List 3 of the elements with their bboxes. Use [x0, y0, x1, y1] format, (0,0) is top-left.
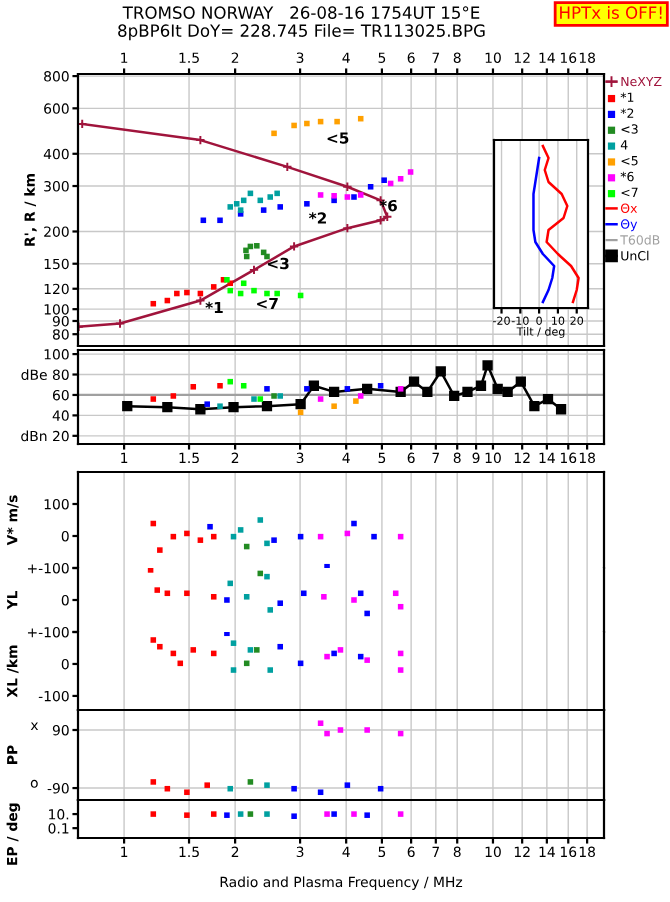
- chart-subtitle: 8pBP6It DoY= 228.745 File= TR113025.BPG: [118, 24, 485, 41]
- chart-title: TROMSO NORWAY 26-08-16 1754UT 15°E: [122, 6, 480, 19]
- text: HPTx is OFF!: [560, 6, 662, 19]
